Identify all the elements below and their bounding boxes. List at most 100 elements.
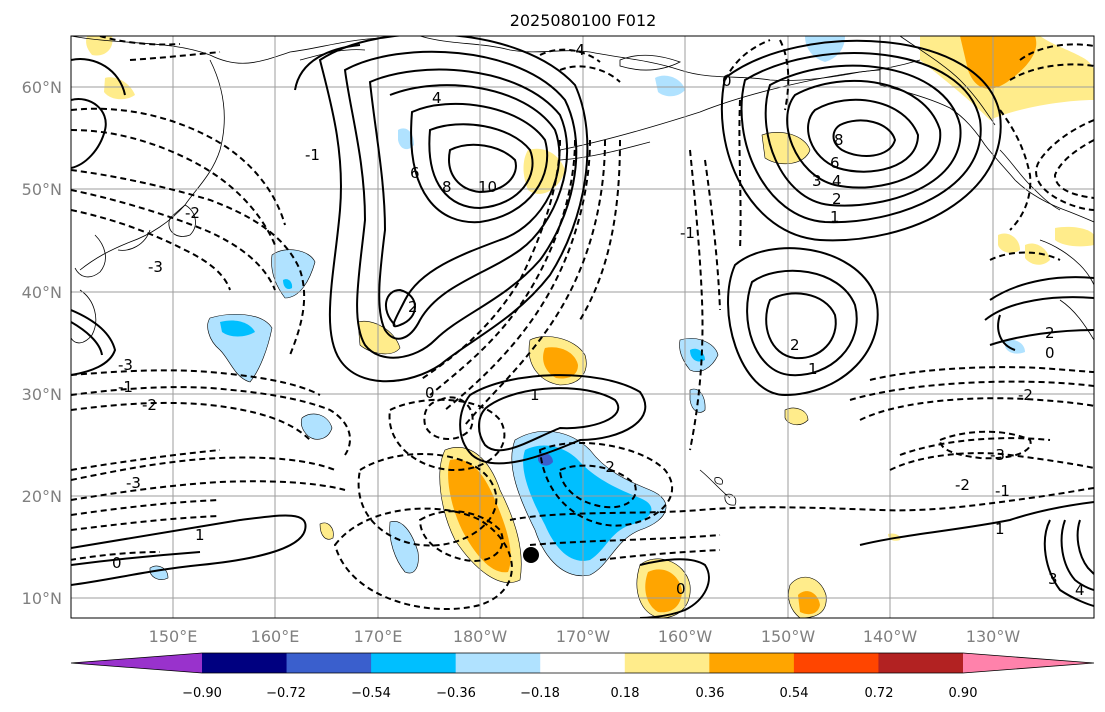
contour-lines	[71, 36, 1094, 618]
pos-shade-core	[543, 347, 578, 379]
contour-label: 0	[1045, 344, 1055, 362]
colorbar-segment	[540, 653, 626, 673]
neg-shade-region	[1005, 339, 1025, 354]
latitude-labels: 60°N 50°N 40°N 30°N 20°N 10°N	[22, 78, 62, 608]
contour-label: -2	[185, 204, 200, 222]
contour-label: 3	[1048, 570, 1058, 588]
contour-label: 1	[808, 360, 818, 378]
colorbar-segment	[202, 653, 288, 673]
contour-label: 0	[722, 72, 732, 90]
contour-label: 1	[830, 208, 840, 226]
colorbar-tick-label: −0.36	[436, 686, 476, 701]
colorbar-tick-label: −0.72	[266, 686, 306, 701]
contour-label: -1	[680, 224, 695, 242]
contour-label: 2	[790, 336, 800, 354]
colorbar-tick-label: 0.54	[780, 686, 809, 701]
contour-label: 8	[442, 178, 452, 196]
map-frame	[70, 35, 1095, 619]
contour-label: 0	[676, 580, 686, 598]
pos-shade-core	[798, 591, 820, 615]
contour-label: 2	[408, 298, 418, 316]
pos-shade-region	[319, 522, 334, 540]
longitude-labels: 150°E 160°E 170°E 180°W 170°W 160°W 150°…	[149, 627, 1021, 646]
pos-shade-region	[86, 36, 113, 56]
lat-label: 60°N	[22, 78, 62, 97]
colorbar-tick-label: −0.90	[182, 686, 222, 701]
contour-label: -3	[126, 474, 141, 492]
contour-label: -3	[990, 446, 1005, 464]
colorbar-segment	[371, 653, 457, 673]
colorbar-tick-label: −0.18	[520, 686, 560, 701]
contour-label: -3	[118, 356, 133, 374]
lat-label: 40°N	[22, 283, 62, 302]
neg-shade-region	[300, 413, 333, 440]
neg-shade-core	[283, 279, 293, 290]
colorbar-tick-label: 0.72	[865, 686, 894, 701]
contour-label: -1	[995, 482, 1010, 500]
lat-label: 20°N	[22, 487, 62, 506]
colorbar-tick-label: 0.36	[696, 686, 725, 701]
pos-shade-region	[998, 233, 1020, 253]
neg-shade-region	[398, 128, 414, 150]
contour-label: -2	[955, 476, 970, 494]
lon-label: 150°E	[149, 627, 198, 646]
colorbar-tick-label: 0.90	[949, 686, 978, 701]
lat-label: 50°N	[22, 180, 62, 199]
contour-label: 0	[112, 554, 122, 572]
pos-shade-core	[645, 569, 682, 613]
colorbar-segment	[793, 653, 879, 673]
coastlines	[71, 36, 1094, 506]
contour-label: 1	[530, 386, 540, 404]
pos-shade-region	[357, 320, 401, 355]
lon-label: 180°W	[453, 627, 508, 646]
neg-shade-core	[220, 320, 255, 337]
contour-label: 6	[830, 154, 840, 172]
colorbar-extend-min	[71, 653, 202, 673]
contour-label: 6	[410, 164, 420, 182]
contour-label: 2	[1045, 324, 1055, 342]
contour-label: -2	[142, 396, 157, 414]
lon-label: 170°E	[354, 627, 403, 646]
colorbar-segment	[624, 653, 710, 673]
contour-label: -1	[305, 146, 320, 164]
colorbar-segment	[709, 653, 795, 673]
black-dot-marker	[523, 547, 539, 563]
colorbar-tick-label: −0.54	[351, 686, 391, 701]
contour-label: -4	[570, 41, 585, 59]
contour-label: 1	[995, 520, 1005, 538]
contour-label: -1	[118, 378, 133, 396]
colorbar-tick-label: 0.18	[611, 686, 640, 701]
contour-label: -2	[600, 458, 615, 476]
lon-label: 160°W	[658, 627, 713, 646]
lat-label: 30°N	[22, 385, 62, 404]
pos-shade-region	[1055, 226, 1094, 247]
neg-shade-region	[389, 521, 419, 574]
colorbar-extend-max	[963, 653, 1094, 673]
contour-label: 1	[195, 526, 205, 544]
lon-label: 160°E	[251, 627, 300, 646]
contour-label: 2	[832, 190, 842, 208]
colorbar	[70, 652, 1095, 674]
map-area: 4 6 8 10 2 1 0 -1 -2 -3 -4 8 6 4 3 2 1 0…	[71, 36, 1094, 618]
contour-label: 4	[1075, 581, 1085, 599]
lon-label: 130°W	[966, 627, 1021, 646]
lon-label: 150°W	[761, 627, 816, 646]
colorbar-segment	[878, 653, 964, 673]
colorbar-segment	[455, 653, 541, 673]
neg-shade-region	[655, 75, 685, 97]
lon-label: 140°W	[863, 627, 918, 646]
contour-label: 0	[425, 384, 435, 402]
contour-label-group: 4 6 8 10 2 1 0 -1 -2 -3 -4 8 6 4 3 2 1 0…	[112, 41, 1085, 599]
contour-label: 4	[832, 172, 842, 190]
contour-label: 3	[812, 172, 822, 190]
contour-label: 10	[478, 178, 497, 196]
map-title: 2025080100 F012	[510, 11, 657, 30]
lon-label: 170°W	[556, 627, 611, 646]
colorbar-tick-labels: −0.90 −0.72 −0.54 −0.36 −0.18 0.18 0.36 …	[182, 686, 977, 701]
pos-shade-region	[104, 77, 135, 100]
contour-label: -3	[148, 258, 163, 276]
colorbar-outline	[70, 652, 1095, 674]
colorbar-segment	[286, 653, 372, 673]
contour-label: 4	[432, 89, 442, 107]
